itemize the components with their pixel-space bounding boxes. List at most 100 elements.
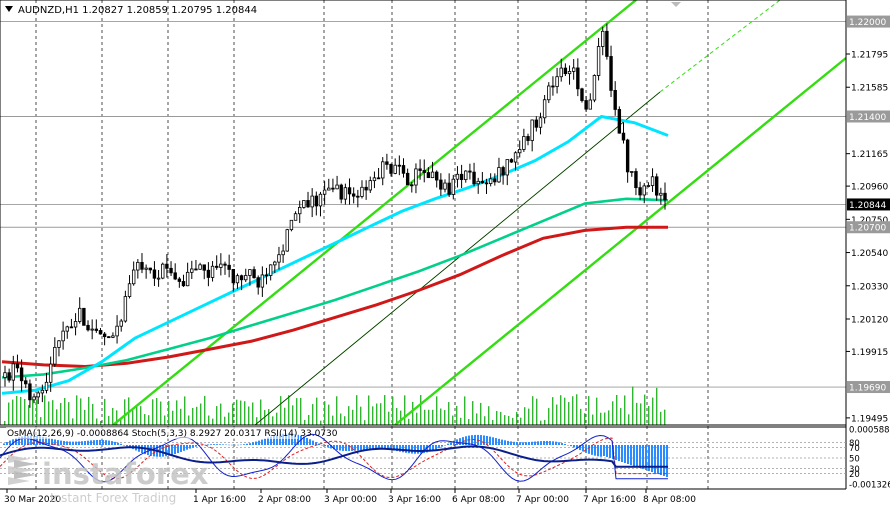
candle-body [115, 325, 119, 337]
indicator-tick-label: 30 [849, 465, 860, 475]
candle-body [335, 184, 339, 190]
candle-body [364, 186, 368, 191]
osma-bar [147, 445, 149, 456]
channel-lower-line [394, 57, 846, 425]
candle-body [119, 320, 123, 327]
volume-bar [8, 402, 10, 425]
candle-body [567, 70, 572, 75]
osma-bar [633, 445, 635, 466]
candle-body [73, 321, 78, 328]
candle-body [169, 267, 173, 274]
candle-body [281, 250, 285, 256]
candle-body [381, 161, 385, 179]
candle-body [368, 180, 372, 191]
candle-body [256, 277, 260, 288]
osma-bar [459, 438, 461, 445]
volume-bar [336, 396, 338, 425]
volume-bar [220, 403, 222, 425]
osma-bar [36, 435, 38, 445]
volume-bar [204, 395, 206, 425]
volume-bar [432, 409, 434, 425]
osma-bar [201, 445, 203, 446]
candle-body [501, 167, 505, 176]
chart-shift-marker-icon[interactable] [671, 2, 681, 7]
osma-bar [561, 443, 563, 445]
candlestick-series [3, 23, 667, 408]
volume-bar [568, 402, 570, 425]
volume-bar [356, 395, 358, 425]
volume-bar [56, 409, 58, 425]
osma-bar [591, 445, 593, 455]
osma-bar [615, 445, 617, 460]
candle-body [44, 381, 49, 391]
candle-body [414, 168, 418, 186]
volume-bar [280, 396, 282, 425]
candle-body [439, 179, 443, 190]
candle-body [621, 132, 626, 141]
osma-bar [81, 441, 83, 445]
candle-body [156, 277, 161, 280]
volume-bar [84, 409, 86, 425]
volume-bar [656, 387, 658, 425]
dropdown-triangle-icon[interactable] [5, 6, 13, 12]
osma-bar [645, 445, 647, 470]
volume-bar [376, 403, 378, 425]
volume-bar [496, 410, 498, 425]
osma-bar [426, 445, 428, 453]
volume-bar [212, 418, 214, 425]
candle-body [161, 263, 165, 279]
osma-bar [438, 445, 440, 449]
time-tick-label: 3 Apr 00:00 [324, 495, 377, 505]
candle-body [248, 269, 252, 276]
candle-body [127, 283, 132, 297]
candle-body [551, 85, 555, 88]
candle-body [484, 182, 489, 185]
volume-bar [240, 400, 242, 425]
volume-bar [540, 420, 542, 425]
candle-body [268, 264, 273, 276]
time-axis: 30 Mar 2020 1 Apr 16:00 2 Apr 08:00 3 Apr 0… [4, 489, 696, 505]
volume-bar [428, 409, 430, 425]
osma-bar [309, 439, 311, 445]
price-tick-label: 1.21585 [851, 84, 888, 94]
osma-bar [420, 445, 422, 454]
volume-bar [324, 401, 326, 425]
symbol-header: AUDNZD,H1 1.20827 1.20859 1.20795 1.2084… [5, 5, 257, 16]
candle-body [476, 180, 480, 185]
osma-bar [663, 445, 665, 476]
volume-bar [636, 402, 638, 425]
candle-body [40, 389, 45, 394]
candle-body [497, 167, 501, 183]
candle-body [165, 263, 169, 269]
volume-bar [524, 407, 526, 425]
volume-bar [500, 411, 502, 425]
osma-bar [120, 443, 122, 445]
osma-bar [162, 445, 164, 457]
time-tick-label: 1 Apr 16:00 [193, 495, 246, 505]
osma-bar [606, 445, 608, 457]
volume-bar [372, 406, 374, 425]
osma-bar [564, 443, 566, 445]
osma-bar [63, 441, 65, 445]
candle-body [547, 85, 551, 101]
osma-bar [636, 445, 638, 467]
candle-body [559, 67, 563, 78]
trend-channel[interactable] [112, 0, 846, 425]
osma-bar [246, 443, 248, 445]
osma-bar [585, 445, 587, 453]
osma-bar [117, 442, 119, 445]
candle-body [646, 185, 651, 187]
osma-bar [594, 445, 596, 456]
candle-body [244, 275, 248, 281]
osma-bar [555, 441, 557, 445]
volume-bar [392, 396, 394, 425]
osma-bar [228, 444, 230, 446]
osma-bar [600, 445, 602, 457]
osma-bar [297, 434, 299, 445]
osma-bar [30, 435, 32, 445]
osma-bar [549, 441, 551, 445]
volume-bar [104, 398, 106, 425]
candle-body [61, 330, 65, 342]
osma-bar [189, 445, 191, 449]
